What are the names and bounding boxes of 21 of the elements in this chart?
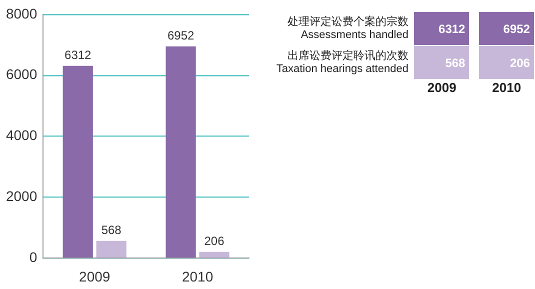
text: 206: [479, 46, 534, 79]
data-label: 6952: [167, 28, 194, 43]
text: 6952: [479, 12, 534, 45]
text: 568: [414, 46, 470, 79]
y-tick-label: 8000: [6, 5, 38, 22]
y-tick-label: 2000: [6, 188, 38, 204]
category-label: 出席讼费评定聆讯的次数 Taxation hearings attended: [276, 50, 408, 74]
y-tick-label: 4000: [6, 127, 38, 144]
text: 6312: [414, 12, 470, 45]
data-label: 568: [101, 223, 122, 238]
bar: [62, 66, 93, 258]
data-label: 6312: [64, 48, 92, 62]
y-tick-label: 0: [29, 249, 38, 266]
bar: [96, 240, 126, 258]
category-label: 处理评定讼费个案的宗数 Assessments handled: [287, 16, 408, 40]
bar: [166, 46, 196, 258]
category-label: 2010: [491, 80, 522, 95]
category-label: 2009: [426, 80, 458, 95]
data-label: 206: [204, 234, 225, 248]
bar: [199, 252, 230, 258]
y-tick-label: 6000: [6, 66, 38, 82]
